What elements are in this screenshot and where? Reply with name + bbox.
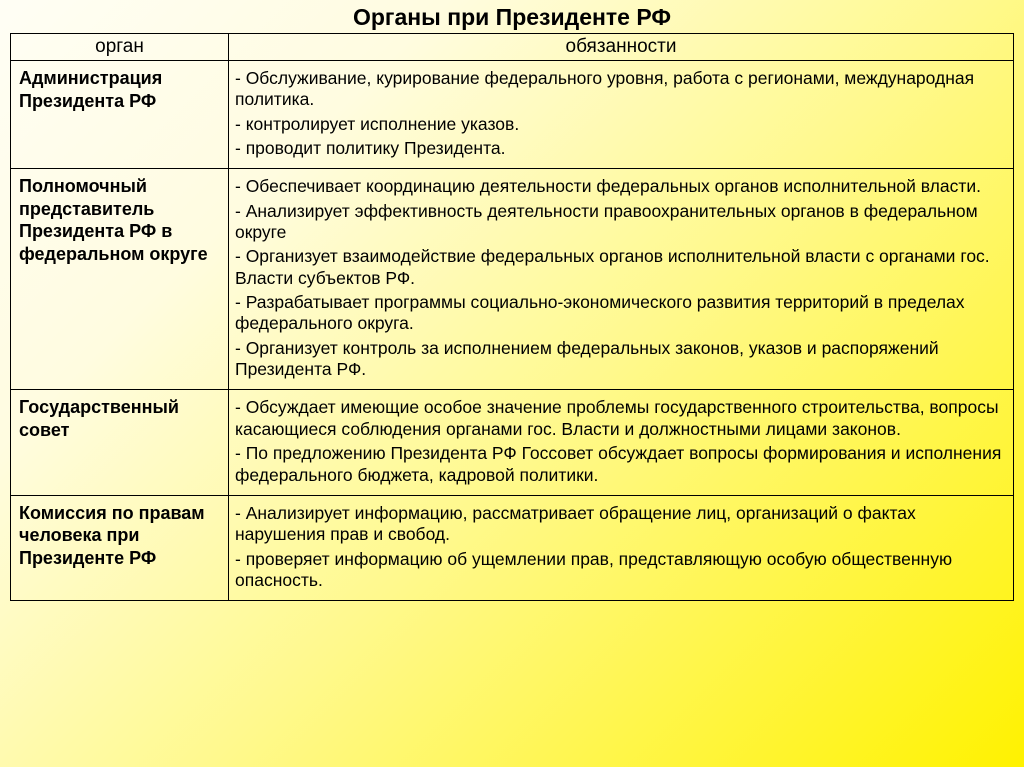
duty-item: - Организует взаимодействие федеральных …	[235, 246, 1007, 289]
duties-cell: - Анализирует информацию, рассматривает …	[229, 495, 1014, 600]
organ-cell: Полномочный представитель Президента РФ …	[11, 169, 229, 390]
duty-item: - Обеспечивает координацию деятельности …	[235, 176, 1007, 197]
table-header-row: орган обязанности	[11, 34, 1014, 61]
table-row: Государственный совет - Обсуждает имеющи…	[11, 390, 1014, 495]
organ-cell: Администрация Президента РФ	[11, 61, 229, 169]
duty-item: - Организует контроль за исполнением фед…	[235, 338, 1007, 381]
organs-table: орган обязанности Администрация Президен…	[10, 33, 1014, 601]
duty-item: - Обсуждает имеющие особое значение проб…	[235, 397, 1007, 440]
table-row: Полномочный представитель Президента РФ …	[11, 169, 1014, 390]
duties-cell: - Обеспечивает координацию деятельности …	[229, 169, 1014, 390]
duties-cell: - Обсуждает имеющие особое значение проб…	[229, 390, 1014, 495]
header-organ: орган	[11, 34, 229, 61]
table-row: Администрация Президента РФ - Обслуживан…	[11, 61, 1014, 169]
duty-item: - проводит политику Президента.	[235, 138, 1007, 159]
duty-item: - контролирует исполнение указов.	[235, 114, 1007, 135]
organ-cell: Государственный совет	[11, 390, 229, 495]
duty-item: - Разрабатывает программы социально-экон…	[235, 292, 1007, 335]
duty-item: - По предложению Президента РФ Госсовет …	[235, 443, 1007, 486]
organ-cell: Комиссия по правам человека при Президен…	[11, 495, 229, 600]
header-duties: обязанности	[229, 34, 1014, 61]
duty-item: - Обслуживание, курирование федерального…	[235, 68, 1007, 111]
duty-item: - Анализирует эффективность деятельности…	[235, 201, 1007, 244]
page-title: Органы при Президенте РФ	[10, 4, 1014, 31]
duty-item: - Анализирует информацию, рассматривает …	[235, 503, 1007, 546]
duty-item: - проверяет информацию об ущемлении прав…	[235, 549, 1007, 592]
duties-cell: - Обслуживание, курирование федерального…	[229, 61, 1014, 169]
table-row: Комиссия по правам человека при Президен…	[11, 495, 1014, 600]
